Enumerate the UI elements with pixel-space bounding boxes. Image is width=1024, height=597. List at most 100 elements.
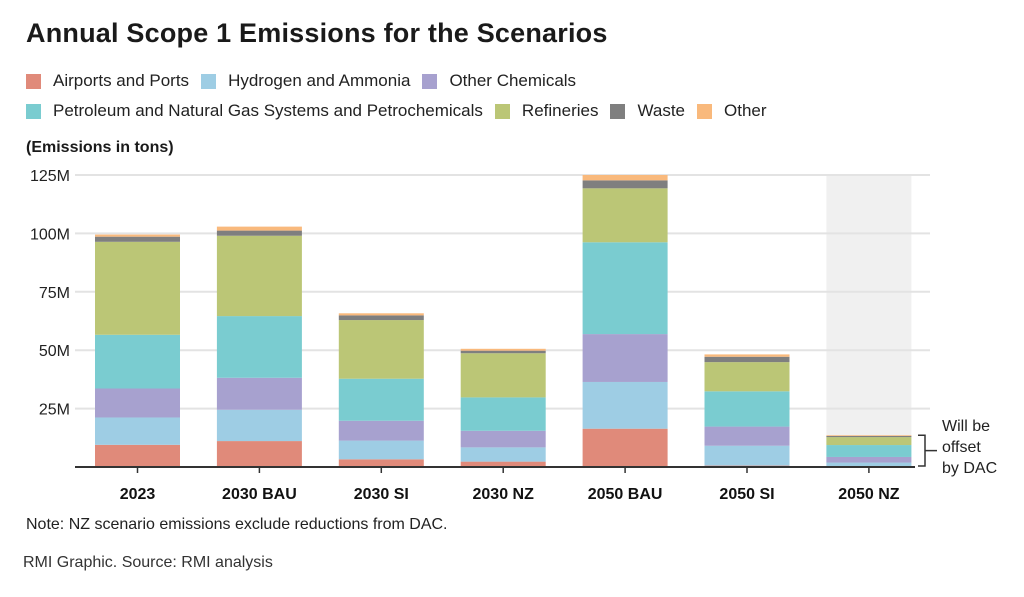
bar-segment [216,441,302,467]
bar-segment [460,397,546,431]
bar-segment [582,381,668,429]
y-tick-label: 50M [39,343,70,360]
x-tick-label: 2050 BAU [588,486,663,503]
legend-swatch [26,103,41,119]
bar-segment [582,175,668,181]
legend-row: Petroleum and Natural Gas Systems and Pe… [26,96,1006,126]
bar-segment [95,444,180,467]
x-tick-label: 2030 SI [354,486,409,503]
x-tick-label: 2023 [120,486,156,503]
bar-segment [582,180,668,189]
bar-segment [338,378,424,421]
bar-segment [826,437,912,446]
bar-segment [582,242,668,335]
chart-note: Note: NZ scenario emissions exclude redu… [26,516,448,533]
bar-segment [95,234,180,237]
bar-segment [460,447,546,462]
chart-source: RMI Graphic. Source: RMI analysis [23,554,273,571]
bar-segment [216,377,302,410]
bar-segment [826,435,912,438]
bar-segment [95,388,180,418]
bar-segment [216,316,302,378]
bar-segment [216,230,302,236]
y-tick-label: 25M [39,402,70,419]
legend-swatch [201,73,217,89]
bar-segment [460,348,546,351]
bar-segment [95,334,180,389]
legend-item: Hydrogen and Ammonia [201,71,410,91]
annotation-bracket [918,434,926,467]
annotation-text: offset [942,439,981,456]
annotation-text: Will be [942,418,990,435]
bar-segment [582,334,668,382]
bar-segment [582,188,668,243]
bar-segment [826,445,912,457]
legend-item: Other Chemicals [422,71,576,91]
bar-segment [338,459,424,467]
bar-segment [460,353,546,398]
bar-segment [460,350,546,354]
bar-stack [95,234,180,467]
legend-label: Other [724,101,767,120]
bar-segment [95,241,180,335]
legend-label: Refineries [521,101,599,120]
bar-stack [338,313,424,467]
legend-label: Hydrogen and Ammonia [228,71,411,90]
bar-segment [704,391,790,427]
bar-segment [216,235,302,317]
bar-stack [582,175,668,467]
bar-segment [338,420,424,441]
bar-segment [460,430,546,448]
x-tick-label: 2050 NZ [838,486,900,503]
bar-segment [338,313,424,316]
bar-segment [95,236,180,242]
y-tick-label: 125M [30,168,70,185]
legend-item: Refineries [494,101,599,121]
highlight-band [826,175,912,467]
chart-title: Annual Scope 1 Emissions for the Scenari… [26,18,608,48]
bar-segment [460,461,546,467]
legend: Airports and Ports Hydrogen and Ammonia Ot… [26,66,1006,126]
legend-label: Waste [637,101,686,120]
bars [95,175,912,467]
legend-label: Petroleum and Natural Gas Systems and Pe… [53,101,483,120]
bar-segment [216,409,302,442]
bar-stack [826,435,912,467]
x-tick-label: 2030 NZ [473,486,535,503]
bar-segment [826,462,912,467]
legend-label: Airports and Ports [53,71,190,90]
legend-swatch [422,73,438,89]
bar-segment [338,440,424,460]
legend-row: Airports and Ports Hydrogen and Ammonia Ot… [26,66,1006,96]
bar-segment [826,456,912,463]
bar-segment [704,426,790,446]
bar-segment [704,445,790,466]
bar-segment [216,226,302,231]
legend-item: Waste [610,101,685,121]
bar-segment [826,435,912,436]
bar-stack [704,354,790,467]
highlight-background-layer [826,175,912,467]
x-tick-label: 2030 BAU [222,486,297,503]
legend-swatch [610,103,626,119]
annotation: Will be offset by DAC [918,418,997,477]
legend-label: Other Chemicals [449,71,577,90]
legend-swatch [697,103,713,119]
bar-segment [582,428,668,467]
y-tick-label: 75M [39,285,70,302]
bar-segment [338,320,424,379]
legend-swatch [26,73,41,89]
annotation-text: by DAC [942,460,997,477]
bar-segment [95,417,180,445]
bar-stack [460,348,546,467]
legend-swatch [494,103,510,119]
bar-stack [216,226,302,467]
x-tick-label: 2050 SI [719,486,774,503]
bar-segment [704,356,790,363]
legend-item: Airports and Ports [26,71,189,91]
y-tick-label: 100M [30,226,70,243]
legend-item: Other [697,101,767,121]
legend-item: Petroleum and Natural Gas Systems and Pe… [26,101,483,121]
bar-segment [704,354,790,357]
